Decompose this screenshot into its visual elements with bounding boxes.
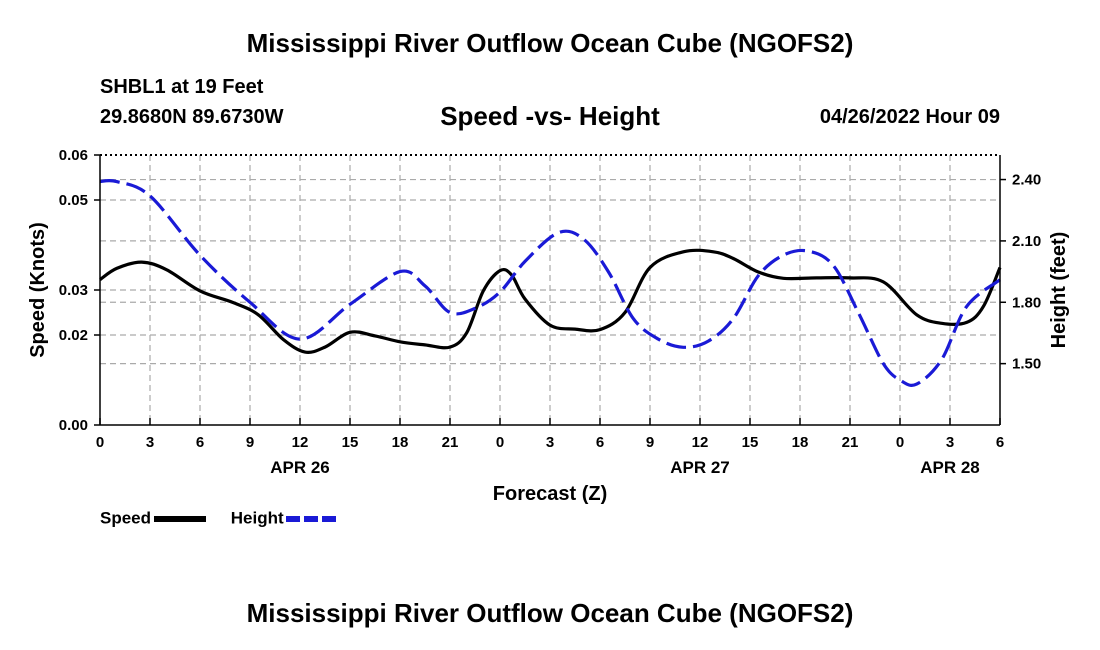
y2-axis-label: Height (feet)	[1048, 232, 1070, 349]
date-label: APR 26	[270, 458, 330, 477]
x-tick-label: 6	[196, 434, 204, 451]
legend-speed-swatch	[154, 515, 207, 522]
x-tick-label: 12	[292, 434, 309, 451]
x-tick-label: 15	[742, 434, 759, 451]
page-title: Mississippi River Outflow Ocean Cube (NG…	[246, 28, 854, 58]
date-label: APR 27	[670, 458, 730, 477]
speed-height-chart: 0 3 6 9 12 15 18 21 0 3 6 9 12 15 18 21 0 3 6 APR 26 APR 27 A…	[27, 147, 1070, 505]
x-tick-label: 0	[96, 434, 104, 451]
forecast-datetime: 04/26/2022 Hour 09	[819, 106, 1000, 128]
x-tick-label: 9	[246, 434, 254, 451]
coordinates-label: 29.8680N 89.6730W	[100, 106, 284, 128]
x-tick-label: 6	[596, 434, 604, 451]
y2-tick-label: 2.10	[1012, 233, 1041, 250]
y2-tick-label: 1.50	[1012, 356, 1041, 373]
legend: Speed Height	[100, 508, 338, 529]
y-tick-label: 0.03	[59, 282, 88, 299]
height-series-line	[99, 178, 1001, 387]
x-tick-label: 12	[692, 434, 709, 451]
x-tick-label: 6	[996, 434, 1004, 451]
legend-height-label: Height	[230, 508, 284, 528]
x-tick-label: 3	[546, 434, 554, 451]
y-tick-label: 0.02	[59, 327, 88, 344]
x-tick-label: 0	[496, 434, 504, 451]
x-tick-label: 15	[342, 434, 359, 451]
bottom-title: Mississippi River Outflow Ocean Cube (NG…	[246, 598, 854, 628]
legend-speed-label: Speed	[100, 508, 152, 528]
x-tick-label: 3	[946, 434, 954, 451]
speed-series-line	[99, 248, 1002, 354]
axes	[94, 154, 1006, 426]
x-tick-label: 18	[392, 434, 409, 451]
x-tick-label: 0	[896, 434, 904, 451]
x-tick-label: 21	[442, 434, 459, 451]
x-axis-label: Forecast (Z)	[493, 483, 607, 505]
series-layer	[99, 178, 1002, 387]
legend-height-swatch	[285, 515, 338, 522]
y-tick-label: 0.05	[59, 192, 88, 209]
tick-labels: 0 3 6 9 12 15 18 21 0 3 6 9 12 15 18 21 0 3 6 APR 26 APR 27 A…	[59, 147, 1041, 477]
chart-subtitle: Speed -vs- Height	[440, 101, 660, 131]
x-tick-label: 3	[146, 434, 154, 451]
y2-tick-label: 1.80	[1012, 294, 1041, 311]
y-tick-label: 0.00	[59, 417, 88, 434]
x-tick-label: 9	[646, 434, 654, 451]
x-tick-label: 21	[842, 434, 859, 451]
y2-tick-label: 2.40	[1012, 172, 1041, 189]
station-label: SHBL1 at 19 Feet	[100, 76, 264, 98]
y-tick-label: 0.06	[59, 147, 88, 164]
date-label: APR 28	[920, 458, 980, 477]
x-tick-label: 18	[792, 434, 809, 451]
y-axis-label: Speed (Knots)	[27, 222, 49, 358]
